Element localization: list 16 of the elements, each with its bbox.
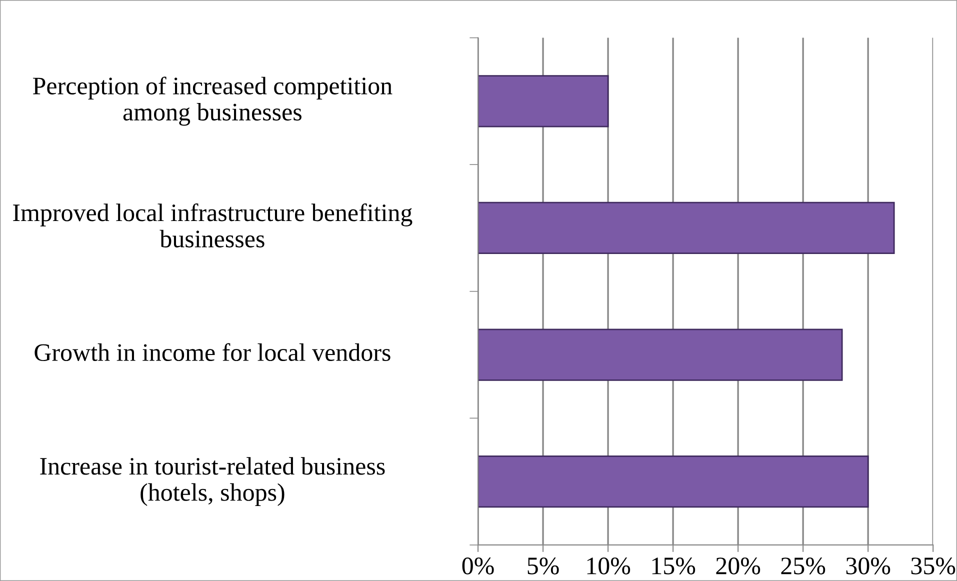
- x-tick-label: 15%: [652, 558, 696, 574]
- bar: [478, 202, 895, 254]
- x-tick-label: 25%: [781, 558, 826, 574]
- x-tick-label: 10%: [587, 558, 630, 574]
- bar: [478, 75, 609, 128]
- x-tick-label: 35%: [911, 558, 956, 574]
- y-tick-label: Perception of increased competition among businesses: [33, 76, 392, 126]
- bar: [478, 456, 869, 508]
- bar: [478, 328, 843, 381]
- x-tick-label: 0%: [462, 558, 494, 574]
- y-tick-label: Increase in tourist-related business (hotels, shops): [40, 457, 385, 506]
- x-tick-label: 30%: [846, 558, 890, 574]
- x-tick-label: 5%: [528, 558, 559, 574]
- y-tick-label: Growth in income for local vendors: [34, 343, 390, 362]
- y-tick-label: Improved local infrastructure benefiting businesses: [13, 203, 412, 248]
- x-tick-label: 20%: [716, 558, 760, 574]
